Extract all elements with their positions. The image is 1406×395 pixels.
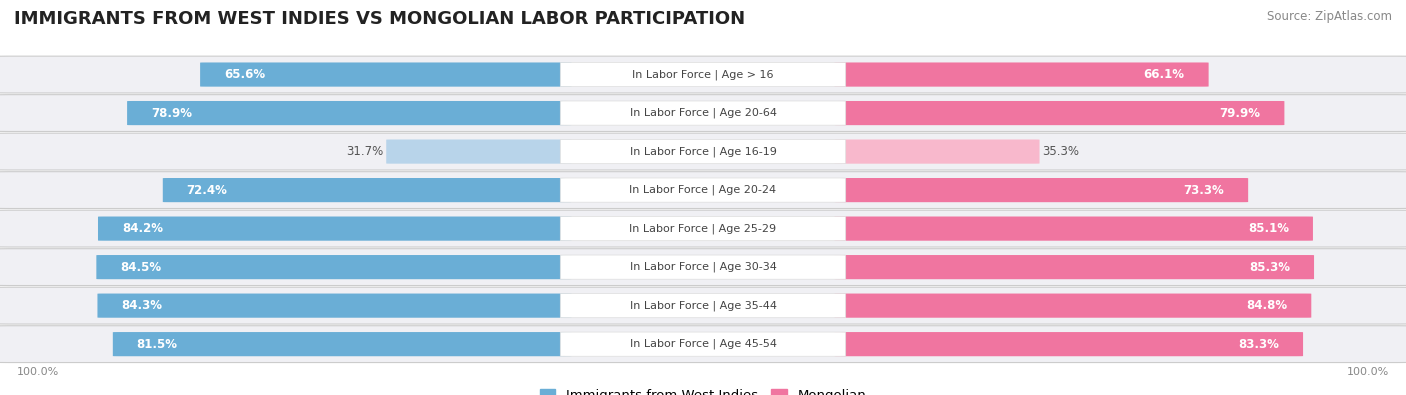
Text: In Labor Force | Age 30-34: In Labor Force | Age 30-34 bbox=[630, 262, 776, 273]
Text: 79.9%: 79.9% bbox=[1219, 107, 1261, 120]
FancyBboxPatch shape bbox=[835, 62, 1209, 87]
Text: 73.3%: 73.3% bbox=[1184, 184, 1225, 197]
FancyBboxPatch shape bbox=[0, 249, 1406, 286]
Text: 100.0%: 100.0% bbox=[17, 367, 59, 377]
Text: 65.6%: 65.6% bbox=[224, 68, 266, 81]
Text: In Labor Force | Age 20-64: In Labor Force | Age 20-64 bbox=[630, 108, 776, 118]
Text: Source: ZipAtlas.com: Source: ZipAtlas.com bbox=[1267, 10, 1392, 23]
Text: 84.2%: 84.2% bbox=[122, 222, 163, 235]
FancyBboxPatch shape bbox=[835, 216, 1313, 241]
FancyBboxPatch shape bbox=[560, 293, 846, 318]
FancyBboxPatch shape bbox=[163, 178, 571, 202]
Text: 66.1%: 66.1% bbox=[1143, 68, 1185, 81]
FancyBboxPatch shape bbox=[98, 216, 571, 241]
Text: 85.3%: 85.3% bbox=[1249, 261, 1291, 274]
FancyBboxPatch shape bbox=[0, 95, 1406, 132]
FancyBboxPatch shape bbox=[127, 101, 571, 125]
Text: 72.4%: 72.4% bbox=[187, 184, 228, 197]
Text: 35.3%: 35.3% bbox=[1042, 145, 1080, 158]
Text: 81.5%: 81.5% bbox=[136, 338, 177, 351]
FancyBboxPatch shape bbox=[835, 293, 1312, 318]
FancyBboxPatch shape bbox=[0, 172, 1406, 209]
FancyBboxPatch shape bbox=[97, 255, 571, 279]
Text: 84.5%: 84.5% bbox=[121, 261, 162, 274]
FancyBboxPatch shape bbox=[0, 56, 1406, 93]
FancyBboxPatch shape bbox=[560, 216, 846, 241]
FancyBboxPatch shape bbox=[835, 139, 1039, 164]
Text: 84.8%: 84.8% bbox=[1246, 299, 1288, 312]
Text: In Labor Force | Age > 16: In Labor Force | Age > 16 bbox=[633, 69, 773, 80]
Text: In Labor Force | Age 25-29: In Labor Force | Age 25-29 bbox=[630, 223, 776, 234]
FancyBboxPatch shape bbox=[0, 210, 1406, 247]
Text: In Labor Force | Age 20-24: In Labor Force | Age 20-24 bbox=[630, 185, 776, 196]
FancyBboxPatch shape bbox=[200, 62, 571, 87]
FancyBboxPatch shape bbox=[560, 62, 846, 87]
FancyBboxPatch shape bbox=[835, 101, 1285, 125]
Legend: Immigrants from West Indies, Mongolian: Immigrants from West Indies, Mongolian bbox=[536, 385, 870, 395]
Text: In Labor Force | Age 35-44: In Labor Force | Age 35-44 bbox=[630, 300, 776, 311]
Text: 85.1%: 85.1% bbox=[1249, 222, 1289, 235]
FancyBboxPatch shape bbox=[560, 332, 846, 356]
FancyBboxPatch shape bbox=[560, 178, 846, 202]
FancyBboxPatch shape bbox=[387, 139, 571, 164]
Text: IMMIGRANTS FROM WEST INDIES VS MONGOLIAN LABOR PARTICIPATION: IMMIGRANTS FROM WEST INDIES VS MONGOLIAN… bbox=[14, 10, 745, 28]
Text: 78.9%: 78.9% bbox=[150, 107, 193, 120]
Text: In Labor Force | Age 16-19: In Labor Force | Age 16-19 bbox=[630, 146, 776, 157]
FancyBboxPatch shape bbox=[560, 139, 846, 164]
FancyBboxPatch shape bbox=[97, 293, 571, 318]
FancyBboxPatch shape bbox=[0, 287, 1406, 324]
FancyBboxPatch shape bbox=[0, 326, 1406, 363]
FancyBboxPatch shape bbox=[0, 133, 1406, 170]
Text: In Labor Force | Age 45-54: In Labor Force | Age 45-54 bbox=[630, 339, 776, 350]
FancyBboxPatch shape bbox=[560, 101, 846, 125]
FancyBboxPatch shape bbox=[835, 332, 1303, 356]
Text: 100.0%: 100.0% bbox=[1347, 367, 1389, 377]
Text: 83.3%: 83.3% bbox=[1239, 338, 1279, 351]
FancyBboxPatch shape bbox=[112, 332, 571, 356]
FancyBboxPatch shape bbox=[560, 255, 846, 279]
Text: 84.3%: 84.3% bbox=[121, 299, 162, 312]
FancyBboxPatch shape bbox=[835, 255, 1315, 279]
FancyBboxPatch shape bbox=[835, 178, 1249, 202]
Text: 31.7%: 31.7% bbox=[346, 145, 384, 158]
